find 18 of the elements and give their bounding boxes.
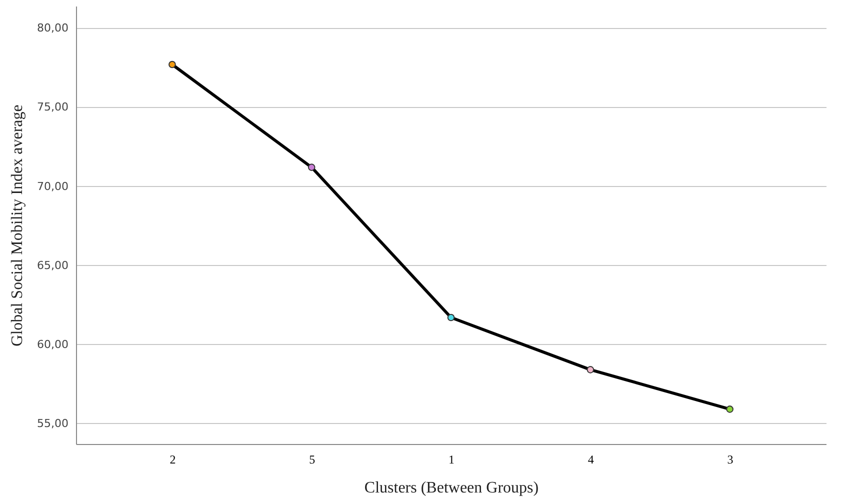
point [308, 164, 316, 171]
x-tick-label: 5 [309, 452, 316, 466]
point [447, 314, 455, 322]
y-tick-label: 55,00 [37, 416, 68, 430]
x-tick-label: 1 [448, 452, 454, 466]
y-tick-label: 65,00 [37, 258, 68, 272]
y-tick-label: 80,00 [37, 22, 68, 35]
point [168, 60, 176, 68]
x-tick-label: 2 [170, 452, 176, 466]
point [586, 366, 594, 374]
x-tick-label: 4 [588, 452, 594, 466]
x-axis-title: Clusters (Between Groups) [364, 480, 539, 496]
y-tick-label: 70,00 [37, 180, 68, 193]
y-tick-label: 60,00 [37, 338, 68, 351]
point [726, 406, 734, 413]
y-tick-label: 75,00 [37, 100, 68, 114]
x-tick-label: 3 [727, 452, 734, 466]
y-axis-title: Global Social Mobility Index average [9, 104, 26, 346]
